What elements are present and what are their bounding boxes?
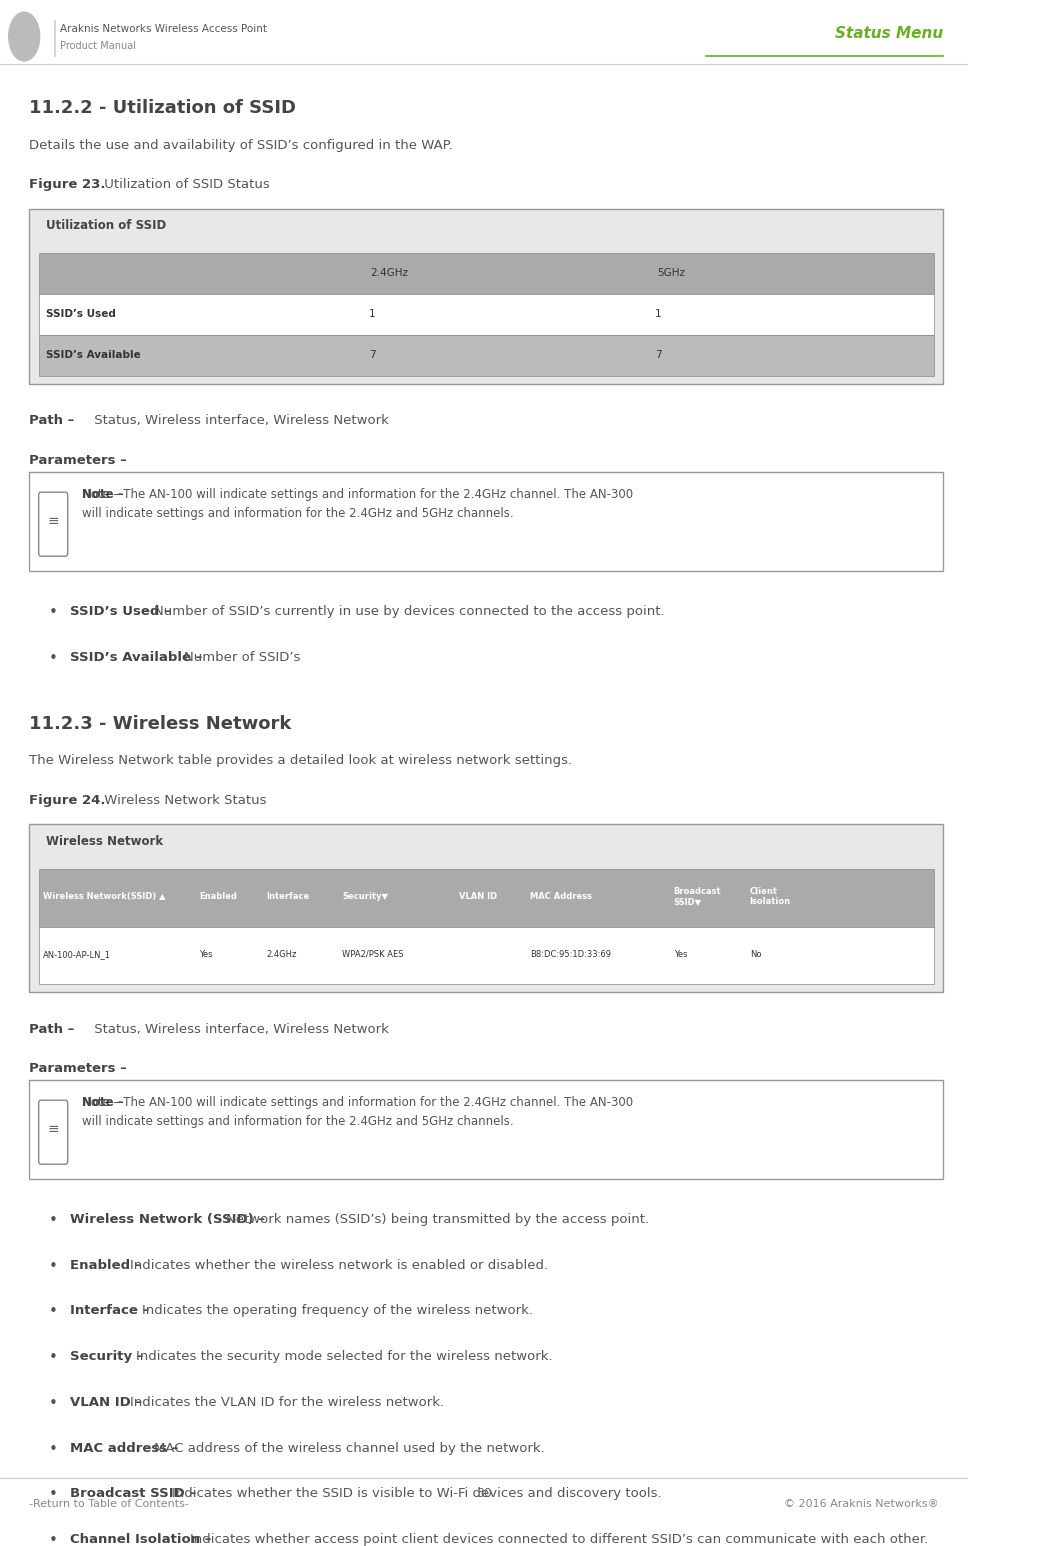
Text: Note – The AN-100 will indicate settings and information for the 2.4GHz channel.: Note – The AN-100 will indicate settings… [82,1096,634,1127]
Text: Enabled –: Enabled – [69,1258,146,1272]
Text: AN-100-AP-LN_1: AN-100-AP-LN_1 [43,949,110,959]
Text: Utilization of SSID Status: Utilization of SSID Status [100,178,269,192]
Circle shape [8,12,40,60]
Text: Indicates whether the SSID is visible to Wi-Fi devices and discovery tools.: Indicates whether the SSID is visible to… [171,1487,661,1500]
Text: Security▼: Security▼ [343,892,389,901]
Bar [39,335,933,376]
Text: •: • [48,651,57,666]
Text: Path –: Path – [29,414,75,428]
Text: Interface –: Interface – [69,1305,153,1317]
Text: WPA2/PSK AES: WPA2/PSK AES [343,949,404,959]
Text: •: • [48,1350,57,1365]
Text: MAC Address: MAC Address [531,892,593,901]
Text: Figure 23.: Figure 23. [29,178,105,192]
Text: Wireless Network Status: Wireless Network Status [100,795,266,807]
Text: SSID’s Used –: SSID’s Used – [69,604,176,618]
Text: Yes: Yes [674,949,687,959]
Text: Number of SSID’s currently in use by devices connected to the access point.: Number of SSID’s currently in use by dev… [153,604,664,618]
Text: Note –: Note – [82,1096,124,1108]
Text: Figure 24.: Figure 24. [29,795,105,807]
Text: Product Manual: Product Manual [60,42,136,51]
Text: Yes: Yes [200,949,212,959]
Text: VLAN ID –: VLAN ID – [69,1396,146,1408]
Text: 5GHz: 5GHz [657,267,685,278]
Text: Indicates the operating frequency of the wireless network.: Indicates the operating frequency of the… [142,1305,533,1317]
Text: Indicates the security mode selected for the wireless network.: Indicates the security mode selected for… [136,1350,552,1364]
Text: 1: 1 [369,309,375,318]
Text: 2.4GHz: 2.4GHz [266,949,296,959]
Text: MAC address of the wireless channel used by the network.: MAC address of the wireless channel used… [153,1441,544,1455]
Text: Indicates the VLAN ID for the wireless network.: Indicates the VLAN ID for the wireless n… [129,1396,444,1408]
Bar [39,254,933,294]
Text: The Wireless Network table provides a detailed look at wireless network settings: The Wireless Network table provides a de… [29,754,572,767]
Text: Number of SSID’s: Number of SSID’s [184,651,300,663]
Text: 7: 7 [655,349,662,360]
Text: SSID’s Available –: SSID’s Available – [69,651,207,663]
Text: -Return to Table of Contents-: -Return to Table of Contents- [29,1500,189,1509]
Text: Indicates whether access point client devices connected to different SSID’s can : Indicates whether access point client de… [189,1534,928,1546]
Bar [39,869,933,926]
Text: Araknis Networks Wireless Access Point: Araknis Networks Wireless Access Point [60,25,267,34]
Text: Enabled: Enabled [200,892,238,901]
Text: Broadcast SSID –: Broadcast SSID – [69,1487,201,1500]
Text: Parameters –: Parameters – [29,1062,127,1074]
Bar [39,294,933,335]
Text: Parameters –: Parameters – [29,455,127,467]
Text: Client
Isolation: Client Isolation [749,887,790,906]
Text: Security –: Security – [69,1350,148,1364]
Text: Path –: Path – [29,1022,75,1036]
Text: Status, Wireless interface, Wireless Network: Status, Wireless interface, Wireless Net… [90,1022,389,1036]
Text: SSID’s Available: SSID’s Available [46,349,141,360]
Text: MAC address –: MAC address – [69,1441,183,1455]
Text: •: • [48,1487,57,1503]
Text: Channel Isolation –: Channel Isolation – [69,1534,215,1546]
Text: VLAN ID: VLAN ID [459,892,497,901]
Text: 1: 1 [655,309,662,318]
Text: Wireless Network: Wireless Network [46,835,164,849]
Text: Utilization of SSID: Utilization of SSID [46,220,167,232]
Text: •: • [48,604,57,620]
Text: Note – The AN-100 will indicate settings and information for the 2.4GHz channel.: Note – The AN-100 will indicate settings… [82,487,634,519]
Text: 11.2.3 - Wireless Network: 11.2.3 - Wireless Network [29,714,291,733]
Text: Network names (SSID’s) being transmitted by the access point.: Network names (SSID’s) being transmitted… [226,1214,648,1226]
Text: © 2016 Araknis Networks®: © 2016 Araknis Networks® [784,1500,939,1509]
Text: Details the use and availability of SSID’s configured in the WAP.: Details the use and availability of SSID… [29,139,453,152]
Text: 2.4GHz: 2.4GHz [371,267,409,278]
Text: Status, Wireless interface, Wireless Network: Status, Wireless interface, Wireless Net… [90,414,389,428]
Text: ≡: ≡ [47,515,59,529]
Text: •: • [48,1305,57,1319]
Text: Note –: Note – [82,487,124,501]
FancyBboxPatch shape [29,209,944,383]
Text: •: • [48,1258,57,1274]
FancyBboxPatch shape [39,1101,67,1164]
Text: 30: 30 [476,1487,492,1500]
Text: •: • [48,1396,57,1411]
Text: ≡: ≡ [47,1122,59,1136]
Text: Status Menu: Status Menu [836,26,944,42]
Text: B8:DC:95:1D:33:69: B8:DC:95:1D:33:69 [531,949,612,959]
Text: Interface: Interface [266,892,310,901]
Text: Indicates whether the wireless network is enabled or disabled.: Indicates whether the wireless network i… [129,1258,548,1272]
Text: Wireless Network(SSID) ▲: Wireless Network(SSID) ▲ [43,892,165,901]
Text: No: No [749,949,761,959]
Bar [39,926,933,985]
FancyBboxPatch shape [29,473,944,572]
Text: Broadcast
SSID▼: Broadcast SSID▼ [674,887,721,906]
Text: •: • [48,1441,57,1456]
FancyBboxPatch shape [29,1081,944,1180]
Text: 7: 7 [369,349,375,360]
FancyBboxPatch shape [29,824,944,993]
FancyBboxPatch shape [39,492,67,557]
Text: SSID’s Used: SSID’s Used [46,309,117,318]
Text: Wireless Network (SSID) –: Wireless Network (SSID) – [69,1214,269,1226]
Text: •: • [48,1534,57,1546]
Text: 11.2.2 - Utilization of SSID: 11.2.2 - Utilization of SSID [29,99,296,117]
Text: •: • [48,1214,57,1228]
